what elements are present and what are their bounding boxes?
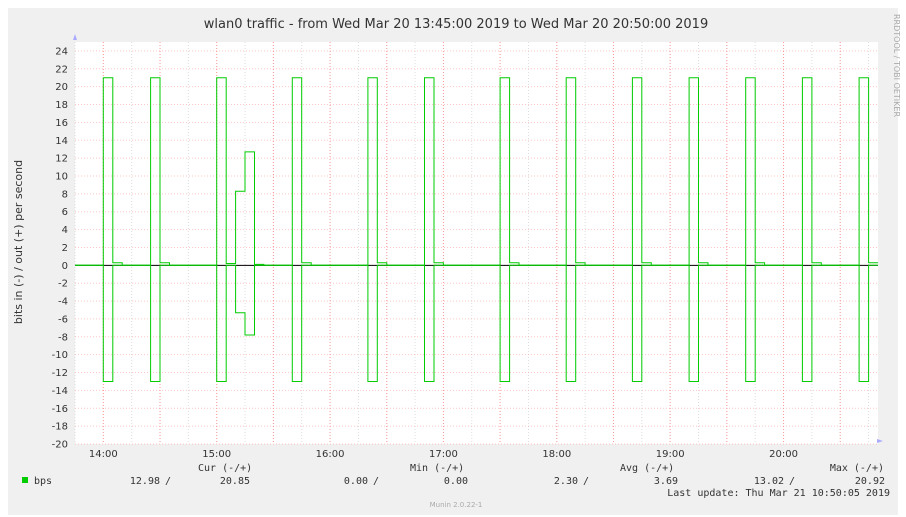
legend-cur-separator: /	[165, 476, 171, 487]
x-axis-arrow-icon	[877, 439, 883, 443]
y-axis-arrow-icon	[73, 34, 77, 40]
y-tick-label: 10	[55, 172, 68, 183]
y-tick-label: 24	[55, 46, 68, 57]
y-axis-label: bits in (-) / out (+) per second	[12, 160, 25, 324]
x-tick-label: 14:00	[89, 449, 118, 460]
y-tick-label: 20	[55, 82, 68, 93]
y-tick-label: -14	[52, 386, 68, 397]
legend-swatch	[22, 477, 28, 483]
y-tick-label: 22	[55, 64, 68, 75]
x-tick-label: 18:00	[542, 449, 571, 460]
y-tick-label: -6	[58, 314, 68, 325]
axis-arrows	[73, 34, 883, 443]
legend-avg-separator: /	[583, 476, 589, 487]
y-tick-label: 2	[62, 243, 68, 254]
y-tick-label: -16	[52, 404, 68, 415]
chart-title: wlan0 traffic - from Wed Mar 20 13:45:00…	[204, 17, 708, 32]
series-bps-out-line	[75, 77, 878, 266]
rrdtool-watermark: RRDTOOL / TOBI OETIKER	[892, 14, 901, 117]
legend-avg-in: 2.30	[554, 476, 578, 487]
y-tick-label: 8	[62, 189, 68, 200]
y-tick-label: -8	[58, 332, 68, 343]
y-tick-label: -12	[52, 368, 68, 379]
legend-min-in: 0.00	[344, 476, 368, 487]
y-tick-label: -2	[58, 279, 68, 290]
x-tick-label: 16:00	[316, 449, 345, 460]
x-tick-labels: 14:00 15:00 16:00 17:00 18:00 19:00 20:00	[89, 449, 798, 460]
legend-cur-out: 20.85	[220, 476, 250, 487]
legend-header-min: Min (-/+)	[410, 463, 464, 474]
x-tick-label: 20:00	[769, 449, 798, 460]
y-tick-label: -4	[58, 297, 68, 308]
legend-cur-in: 12.98	[130, 476, 160, 487]
legend-header-cur: Cur (-/+)	[198, 463, 252, 474]
y-tick-label: 6	[62, 207, 68, 218]
legend-min-separator: /	[373, 476, 379, 487]
x-tick-label: 15:00	[202, 449, 231, 460]
y-tick-label: 4	[62, 225, 68, 236]
legend-series-name: bps	[34, 476, 52, 487]
y-tick-label: 12	[55, 154, 68, 165]
y-tick-label: 16	[55, 118, 68, 129]
x-tick-label: 17:00	[429, 449, 458, 460]
legend: Cur (-/+) Min (-/+) Avg (-/+) Max (-/+) …	[22, 463, 890, 499]
series-bps-in-line	[75, 264, 878, 382]
legend-avg-out: 3.69	[654, 476, 678, 487]
legend-header-max: Max (-/+)	[830, 463, 884, 474]
last-update: Last update: Thu Mar 21 10:50:05 2019	[667, 488, 890, 499]
legend-max-in: 13.02	[754, 476, 784, 487]
y-tick-label: 14	[55, 136, 68, 147]
y-tick-label: -10	[52, 350, 68, 361]
y-tick-label: -18	[52, 422, 68, 433]
y-tick-label: -20	[52, 440, 68, 451]
legend-header-avg: Avg (-/+)	[620, 463, 674, 474]
munin-version-footer: Munin 2.0.22-1	[430, 501, 483, 509]
y-tick-labels: 242220181614121086420-2-4-6-8-10-12-14-1…	[52, 46, 68, 450]
y-tick-label: 0	[62, 261, 68, 272]
plot-area	[75, 42, 878, 444]
legend-max-out: 20.92	[855, 476, 885, 487]
y-tick-label: 18	[55, 100, 68, 111]
legend-max-separator: /	[789, 476, 795, 487]
legend-min-out: 0.00	[444, 476, 468, 487]
x-tick-label: 19:00	[656, 449, 685, 460]
